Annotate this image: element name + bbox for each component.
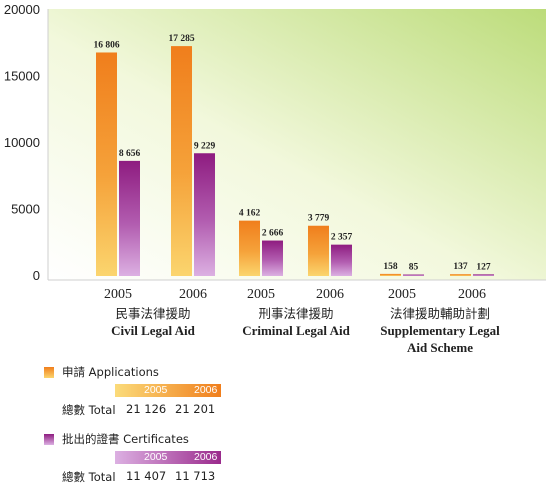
x-tick-label: 2006 — [179, 287, 207, 300]
group-label-supplementary-en: Supplementary Legal Aid Scheme — [380, 323, 500, 355]
legend-applications-year-2006: 2006 — [194, 384, 218, 396]
group-label-supplementary: 法律援助輔助計劃 Supplementary Legal Aid Scheme — [372, 305, 508, 356]
group-label-civil-zh: 民事法律援助 — [115, 306, 191, 321]
y-tick-label: 0 — [33, 268, 40, 283]
certificates-total-2005: 11 407 — [126, 469, 167, 483]
bar-certificates-3 — [331, 244, 352, 276]
data-label-certificates-2: 2 666 — [262, 229, 284, 239]
legend-certificates-swatch — [44, 434, 54, 445]
y-tick-label: 5000 — [11, 202, 40, 217]
y-tick-label: 20000 — [4, 2, 40, 17]
group-label-civil: 民事法律援助 Civil Legal Aid — [98, 305, 208, 339]
x-tick-label: 2005 — [388, 287, 416, 300]
group-label-criminal: 刑事法律援助 Criminal Legal Aid — [232, 305, 360, 339]
legend-certificates-years: 2005 2006 — [115, 451, 221, 464]
certificates-total-2006: 11 713 — [175, 469, 216, 483]
group-label-criminal-en: Criminal Legal Aid — [242, 323, 350, 338]
data-label-certificates-4: 85 — [409, 263, 419, 273]
legend-certificates-label: 批出的證書 Certificates — [62, 432, 189, 446]
bar-certificates-5 — [473, 274, 494, 276]
data-label-certificates-0: 8 656 — [119, 149, 141, 159]
data-label-applications-2: 4 162 — [239, 209, 261, 219]
bar-applications-0 — [96, 52, 117, 277]
certificates-total-label: 總數 Total — [62, 470, 116, 484]
legend-certificates: 批出的證書 Certificates — [44, 431, 189, 447]
data-label-applications-3: 3 779 — [308, 214, 330, 224]
legend-applications-swatch — [44, 367, 54, 378]
y-tick-label: 15000 — [4, 69, 40, 84]
bar-chart: 20000 15000 10000 5000 0 16 806 17 285 4 162 3 … — [4, 2, 546, 300]
bar-applications-1 — [171, 46, 192, 277]
legend-certificates-year-2005: 2005 — [144, 451, 168, 463]
bar-applications-2 — [239, 220, 260, 276]
legend-applications-year-2005: 2005 — [144, 384, 168, 396]
data-label-certificates-3: 2 357 — [331, 233, 353, 243]
data-label-applications-1: 17 285 — [168, 34, 194, 44]
group-label-criminal-zh: 刑事法律援助 — [258, 306, 334, 321]
data-label-applications-0: 16 806 — [93, 40, 119, 50]
x-tick-label: 2005 — [247, 287, 275, 300]
legend-applications: 申請 Applications — [44, 364, 159, 380]
legend-certificates-year-2006: 2006 — [194, 451, 218, 463]
applications-total-2005: 21 126 — [126, 402, 167, 416]
bar-certificates-2 — [262, 240, 283, 276]
bar-certificates-0 — [119, 160, 140, 276]
legend-applications-label: 申請 Applications — [62, 365, 159, 379]
x-tick-label: 2006 — [458, 287, 486, 300]
data-label-applications-4: 158 — [383, 262, 398, 272]
applications-total-2006: 21 201 — [175, 402, 216, 416]
data-label-certificates-1: 9 229 — [194, 141, 216, 151]
y-tick-label: 10000 — [4, 135, 40, 150]
bar-applications-5 — [450, 274, 471, 276]
x-tick-label: 2006 — [316, 287, 344, 300]
group-label-civil-en: Civil Legal Aid — [111, 323, 195, 338]
data-label-applications-5: 137 — [453, 262, 468, 272]
bar-applications-3 — [308, 225, 329, 276]
bar-certificates-4 — [403, 274, 424, 276]
data-label-certificates-5: 127 — [476, 262, 491, 272]
applications-total-label: 總數 Total — [62, 403, 116, 417]
x-tick-label: 2005 — [104, 287, 132, 300]
legend-applications-years: 2005 2006 — [115, 384, 221, 397]
bar-applications-4 — [380, 273, 401, 276]
group-label-supplementary-zh: 法律援助輔助計劃 — [389, 306, 490, 321]
bar-certificates-1 — [194, 153, 215, 276]
